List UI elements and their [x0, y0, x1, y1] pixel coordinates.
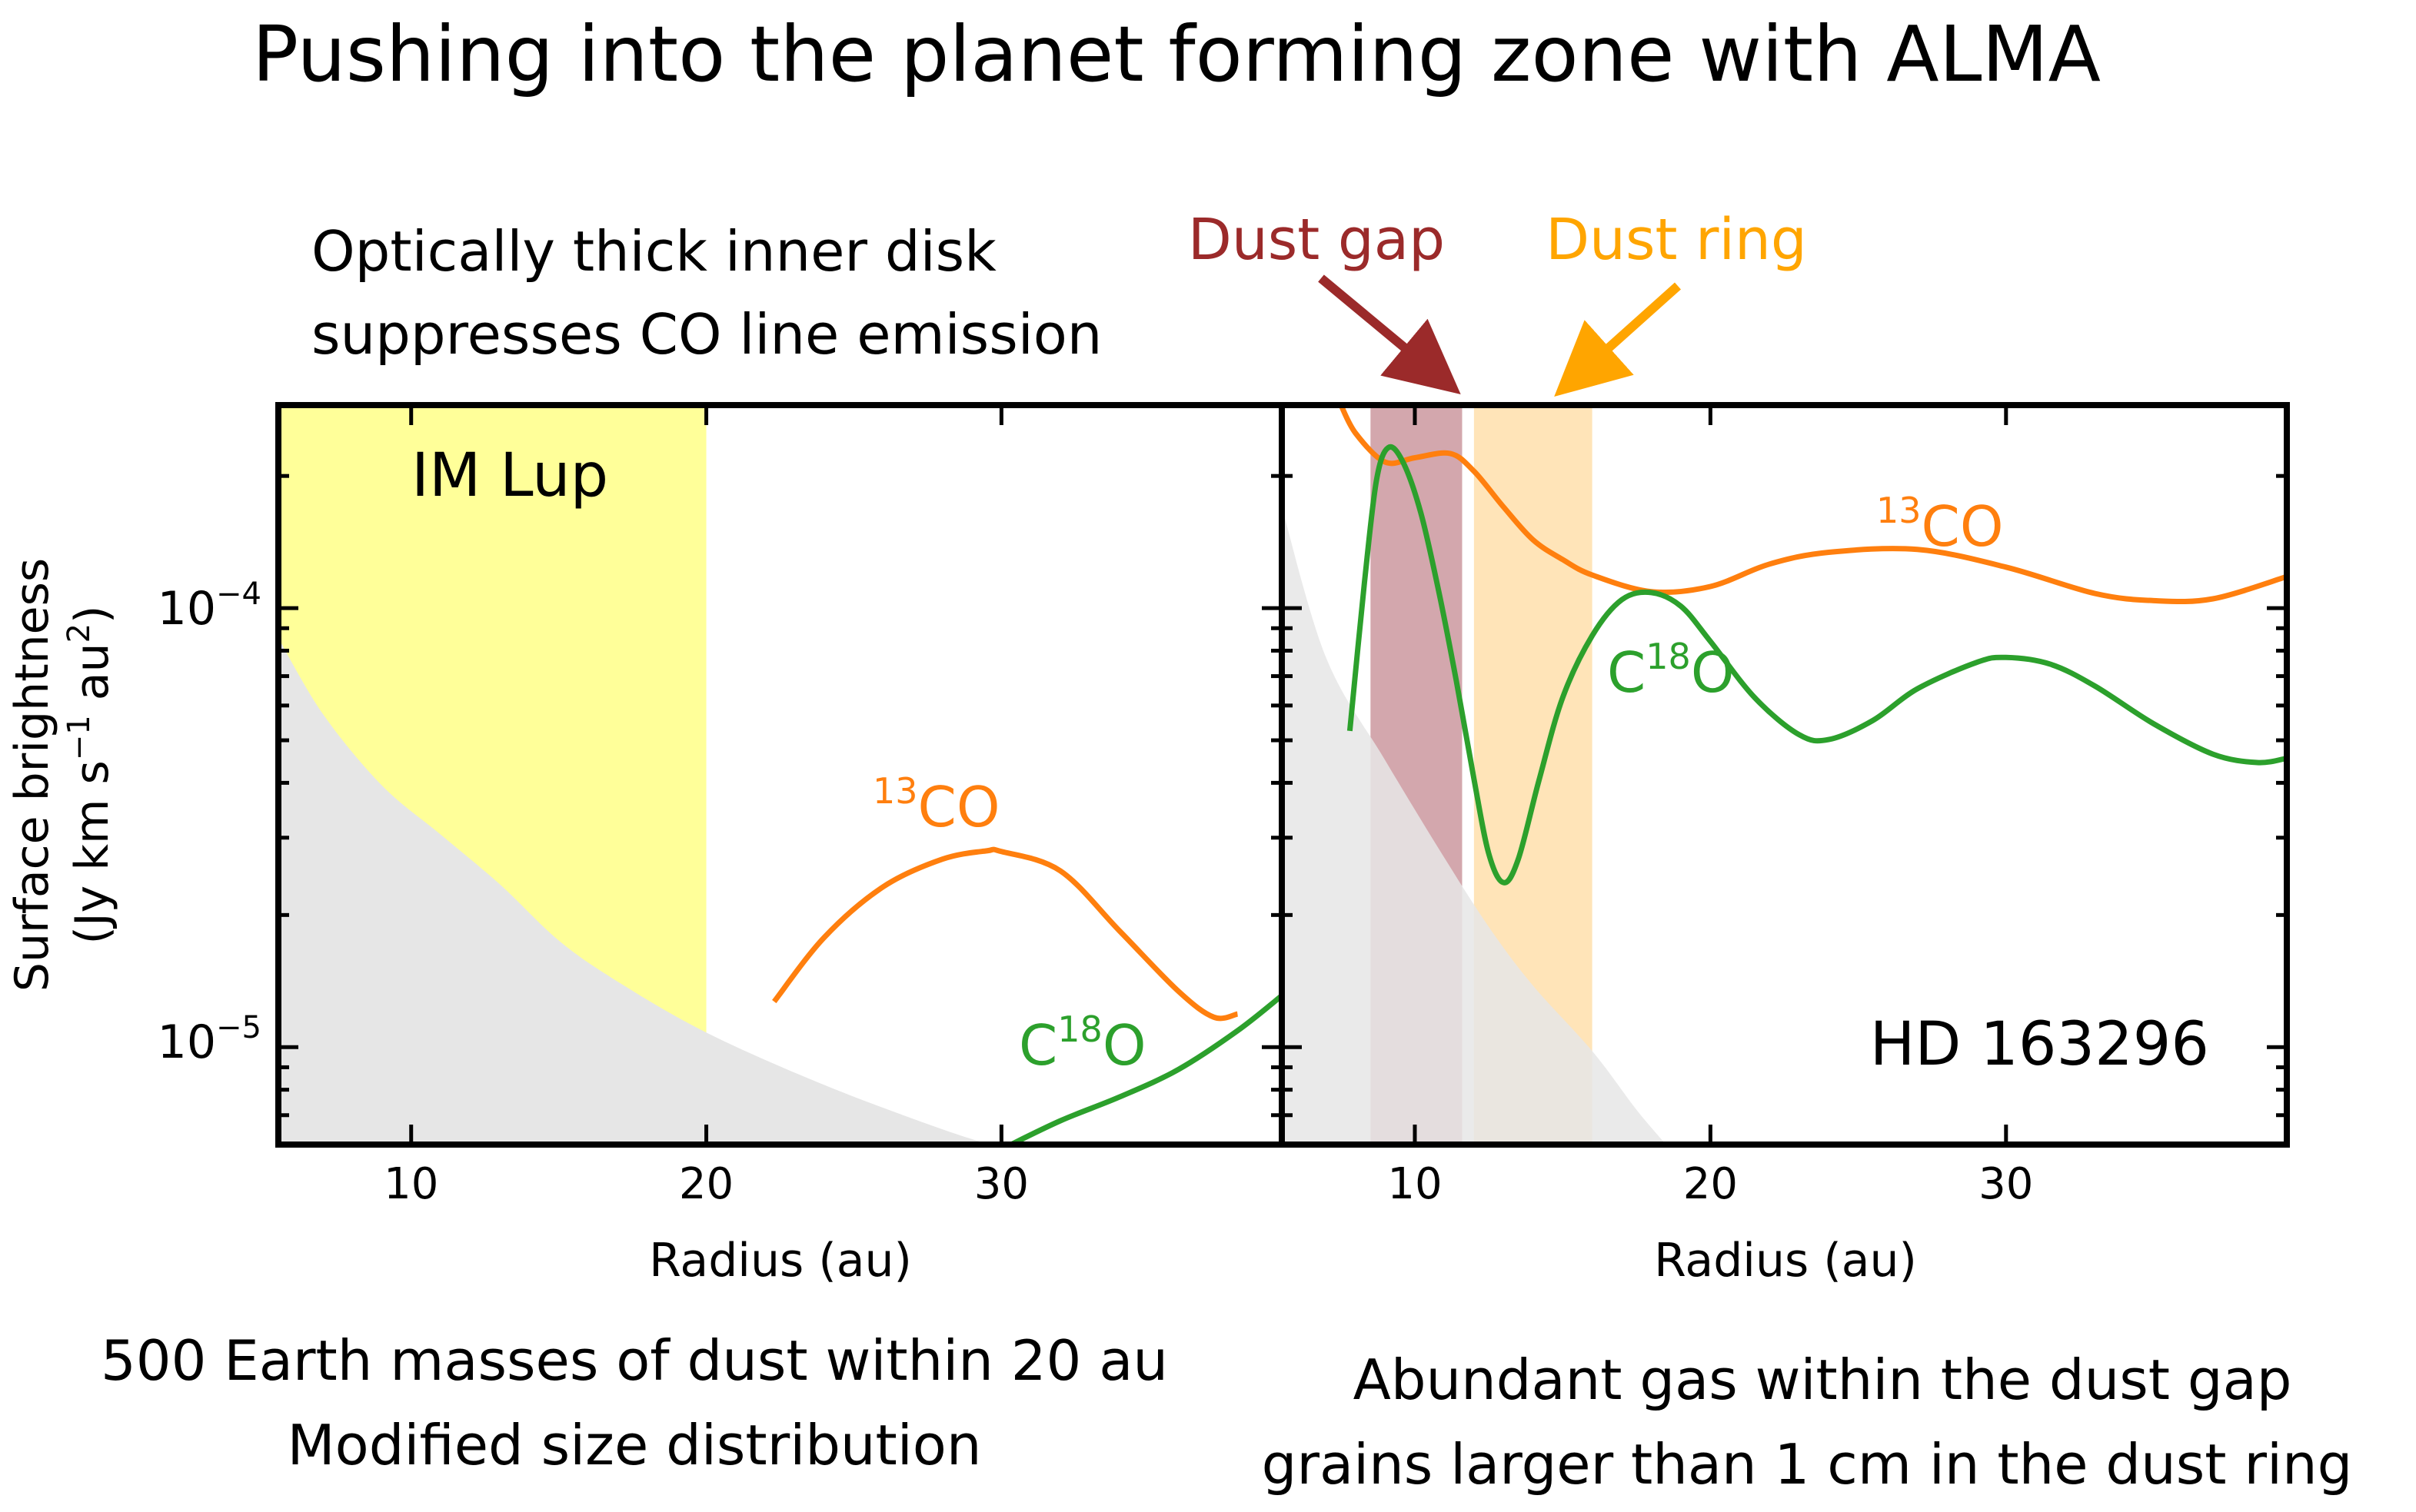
- left-top-annotation-line2: suppresses CO line emission: [311, 302, 1102, 367]
- left-bottom-annotation-line2: Modified size distribution: [288, 1413, 982, 1477]
- excluded-region: [1282, 507, 1666, 1145]
- dust-ring-label: Dust ring: [1546, 207, 1807, 273]
- excluded-region: [278, 638, 991, 1145]
- plot-frame-right: [1279, 402, 2290, 1148]
- axis-ticks-left-panel: 10 20 30: [278, 405, 1282, 1209]
- series-c18o-line: [1346, 444, 2287, 886]
- x-tick-label: 20: [1683, 1159, 1738, 1209]
- panel-label-im-lup: IM Lup: [411, 441, 608, 510]
- series-13co-line: [772, 846, 1239, 1022]
- series-label-c18o: C18O: [1607, 636, 1735, 705]
- y-axis-label-line2: (Jy km s−1 au2): [62, 606, 119, 945]
- right-bottom-annotation-line1: Abundant gas within the dust gap: [1353, 1348, 2292, 1412]
- dust-gap-arrow: [1318, 274, 1461, 395]
- y-tick-label-1e-5: 10−5: [158, 1010, 261, 1069]
- y-axis-label-line1: Surface brightness: [5, 558, 59, 992]
- x-tick-label: 10: [384, 1159, 438, 1209]
- left-top-annotation-line1: Optically thick inner disk: [311, 219, 997, 284]
- panel-im-lup: 10 20 30 IM Lup 13CO C18O Radius (au): [275, 402, 1285, 1288]
- series-label-c18o: C18O: [1019, 1009, 1146, 1078]
- x-axis-label-right: Radius (au): [1654, 1234, 1917, 1288]
- x-tick-label: 30: [974, 1159, 1029, 1209]
- x-tick-label: 20: [679, 1159, 734, 1209]
- panel-label-hd-163296: HD 163296: [1870, 1010, 2209, 1079]
- x-axis-label-left: Radius (au): [649, 1234, 912, 1288]
- x-tick-label: 10: [1387, 1159, 1442, 1209]
- figure-title: Pushing into the planet forming zone wit…: [252, 9, 2101, 99]
- x-tick-label: 30: [1978, 1159, 2033, 1209]
- series-c18o-line: [1004, 993, 1282, 1145]
- panel-hd-163296: 10 20 30 HD 163296 13CO C18O Radius (au): [1279, 402, 2290, 1288]
- series-13co-line: [1338, 405, 2287, 605]
- dust-gap-label: Dust gap: [1188, 207, 1445, 273]
- dust-ring-arrow: [1554, 282, 1682, 397]
- right-bottom-annotation-line2: grains larger than 1 cm in the dust ring: [1262, 1432, 2353, 1497]
- y-tick-label-1e-4: 10−4: [158, 577, 261, 636]
- series-label-13co: 13CO: [1876, 490, 2004, 559]
- y-axis-label: Surface brightness (Jy km s−1 au2): [5, 558, 119, 992]
- series-label-13co: 13CO: [873, 770, 1000, 839]
- left-bottom-annotation-line1: 500 Earth masses of dust within 20 au: [101, 1328, 1168, 1393]
